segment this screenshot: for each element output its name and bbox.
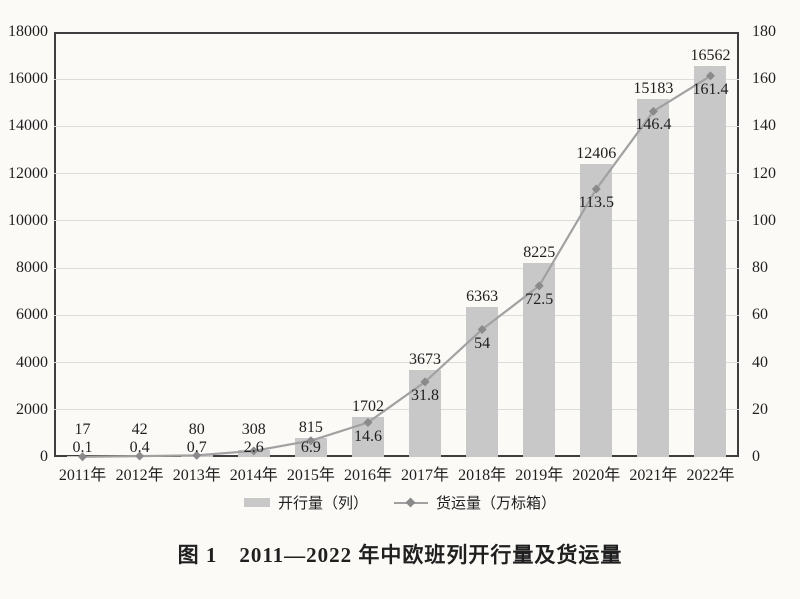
diamond-marker-icon [477,325,487,334]
line-value-label: 146.4 [635,116,672,134]
bar-2020年 [580,164,613,457]
diamond-marker-icon [306,436,316,446]
diamond-marker-icon [135,451,145,461]
x-axis-label: 2014年 [229,467,278,484]
diamond-marker-icon [705,71,715,81]
gridline [54,220,739,222]
line-value-label: 14.6 [353,427,382,445]
y-axis-right-label: 20 [752,400,768,418]
gridline [54,267,739,269]
bar-value-label: 80 [188,421,205,438]
legend-label-line-series: 货运量（万标箱） [436,496,557,512]
line-value-label: 0.4 [129,439,150,456]
x-axis-label: 2016年 [343,467,392,484]
line-series [78,71,715,462]
x-axis-label: 2021年 [629,467,678,484]
legend-item-bar-series: 开行量（列） [243,492,368,513]
line-value-label: 54 [474,334,491,352]
x-axis-label: 2013年 [172,467,221,484]
diamond-marker-icon [420,377,430,387]
diamond-marker-icon [405,497,416,508]
y-axis-right-label: 180 [752,23,776,40]
diamond-marker-icon [648,106,658,116]
bar-2022年 [694,65,727,457]
y-axis-right-label: 0 [752,448,760,465]
x-axis-label: 2011年 [58,467,107,484]
gridline [54,78,739,80]
gridline [54,409,739,411]
legend: 开行量（列） 货运量（万标箱） [0,492,800,513]
gridline [54,314,739,316]
diamond-marker-icon [591,184,601,194]
y-axis-left-label: 14000 [8,117,48,135]
bar-value-label: 42 [131,421,148,438]
bar-value-label: 6363 [466,287,499,305]
bar-2021年 [637,98,670,457]
bar-value-label: 17 [74,421,91,438]
line-value-label: 6.9 [300,439,321,456]
bar-series-swatch [243,498,270,507]
bar-value-label: 308 [241,421,266,438]
y-axis-left-label: 2000 [16,400,48,418]
y-axis-right-label: 60 [752,306,768,324]
x-axis-label: 2022年 [686,467,735,484]
y-axis-right-label: 160 [752,70,776,88]
y-axis-left-label: 12000 [8,164,48,182]
diamond-marker-icon [249,446,259,456]
diamond-marker-icon [534,281,544,291]
gridline [54,125,739,127]
line-value-label: 72.5 [525,290,554,308]
bar-value-label: 3673 [409,351,442,369]
y-axis-left-label: 6000 [16,306,48,324]
x-axis-label: 2019年 [515,467,564,484]
y-axis-left-label: 4000 [16,353,48,371]
line-value-label: 2.6 [243,439,264,456]
line-value-label: 0.1 [72,439,93,456]
legend-item-line-series: 货运量（万标箱） [394,492,556,513]
gridline [54,173,739,175]
y-axis-right-label: 100 [752,211,776,229]
x-axis-label: 2017年 [401,467,450,484]
x-axis-label: 2015年 [286,467,335,484]
figure-caption: 图 1 2011—2022 年中欧班列开行量及货运量 [177,543,623,567]
diamond-marker-icon [192,450,202,460]
x-axis-label: 2020年 [572,467,621,484]
line-value-label: 31.8 [411,386,440,404]
legend-label-bar-series: 开行量（列） [277,496,368,512]
x-axis-label: 2018年 [458,467,507,484]
bar-value-label: 16562 [690,46,731,64]
x-axis-label: 2012年 [115,467,164,484]
bar-value-label: 815 [298,418,323,436]
line-value-label: 113.5 [578,194,614,211]
bar-value-label: 15183 [633,79,674,97]
diamond-marker-icon [363,418,373,428]
y-axis-right-label: 140 [752,117,776,135]
line-value-label: 161.4 [692,80,729,98]
plot-area [54,32,739,457]
y-axis-right-label: 40 [752,353,768,371]
bar-value-label: 1702 [351,397,384,415]
line-path [82,74,712,458]
gridline [54,362,739,364]
y-axis-left-label: 8000 [16,259,48,277]
y-axis-left-label: 0 [40,448,48,465]
line-series-swatch [394,497,428,508]
y-axis-left-label: 18000 [8,23,48,40]
bar-value-label: 8225 [523,243,556,261]
line-value-label: 0.7 [186,439,207,456]
y-axis-left-label: 10000 [8,211,48,229]
bar-value-label: 12406 [576,145,617,163]
y-axis-right-label: 80 [752,259,768,277]
y-axis-right-label: 120 [752,164,776,182]
y-axis-left-label: 16000 [8,70,48,88]
